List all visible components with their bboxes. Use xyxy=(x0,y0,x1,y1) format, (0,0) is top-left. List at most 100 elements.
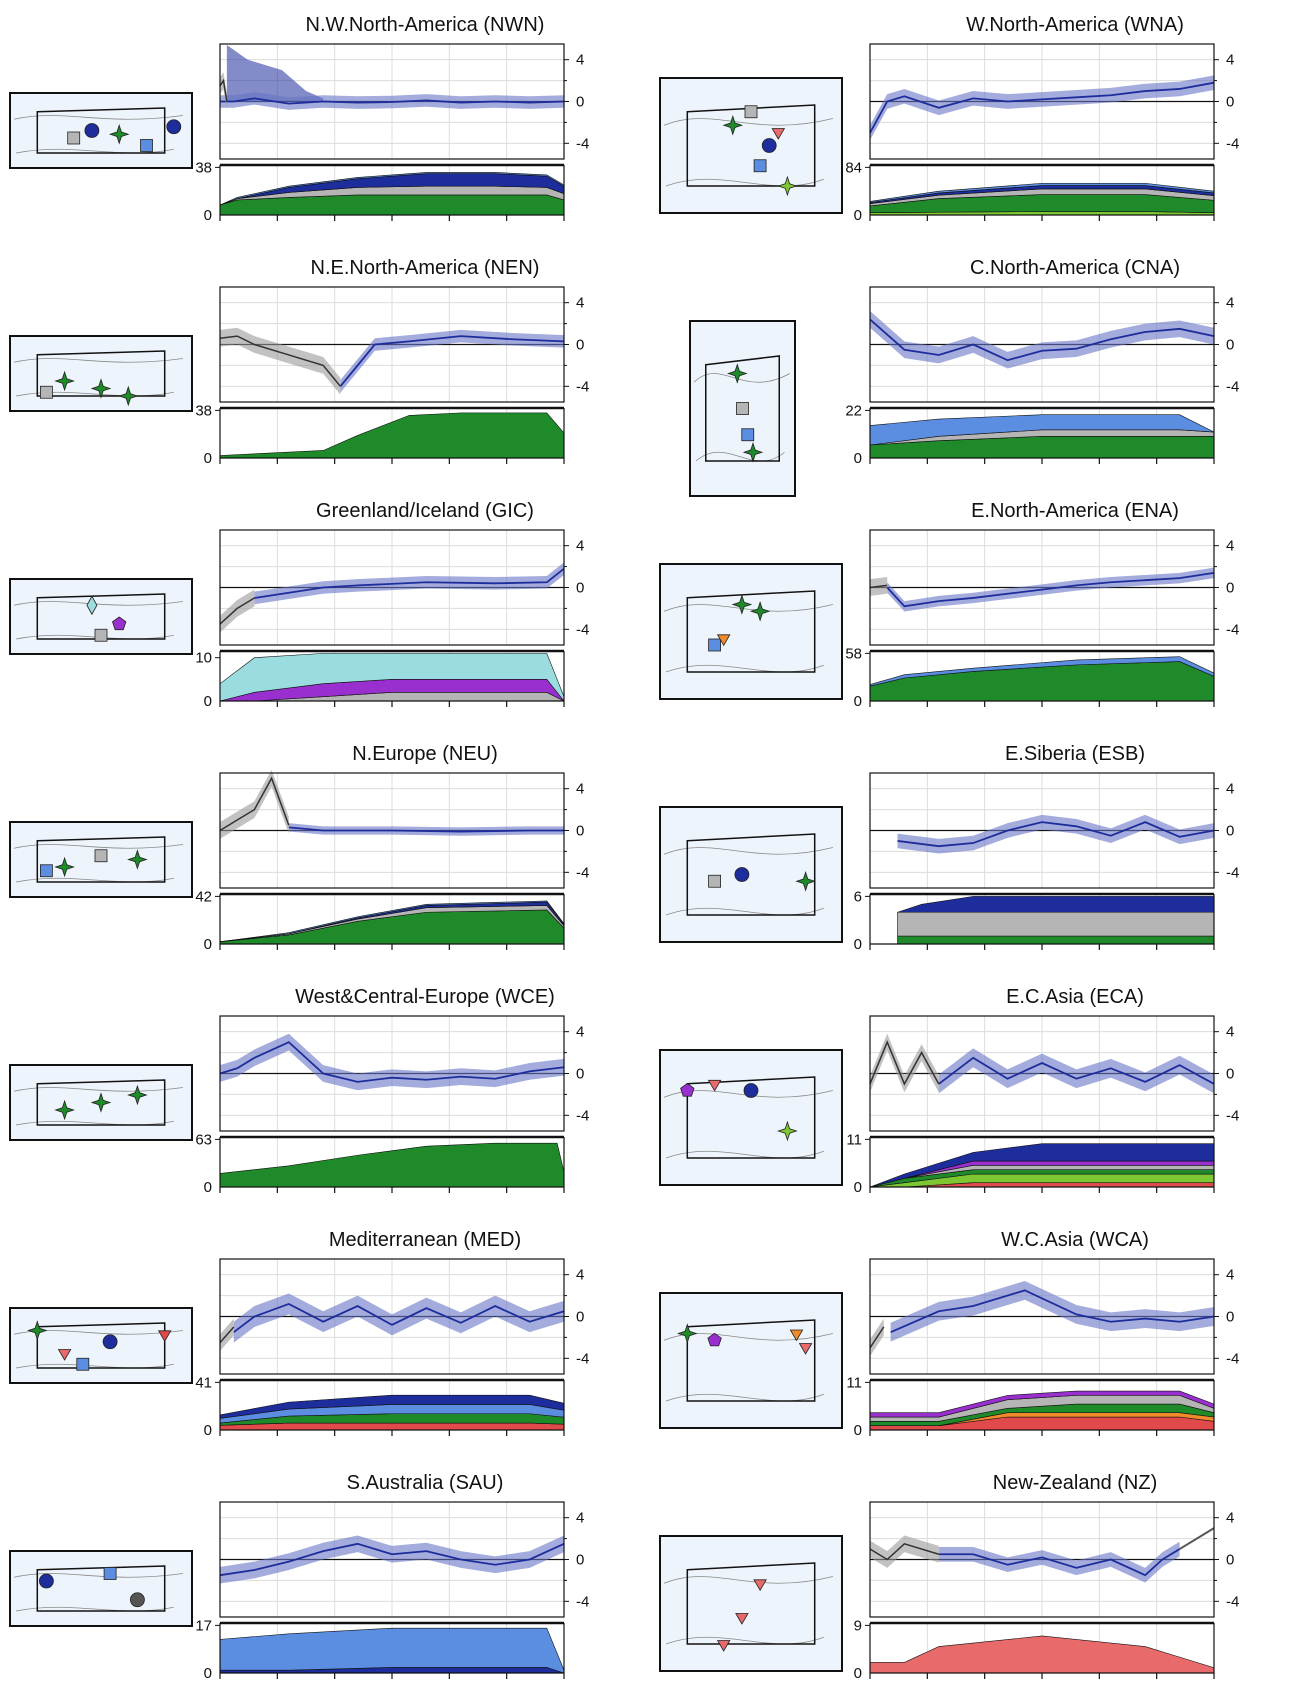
proxy-marker xyxy=(102,1334,118,1350)
count-series-area xyxy=(897,896,1215,913)
anomaly-line xyxy=(219,1542,565,1577)
count-series-area xyxy=(219,1627,565,1674)
coastline xyxy=(15,148,174,154)
proxy-marker xyxy=(716,1640,731,1652)
y-tick-label: -4 xyxy=(576,135,589,152)
region-panel: E.Siberia (ESB)40-460 xyxy=(659,743,1239,953)
record-count-plot: 41 0 xyxy=(195,1374,565,1439)
record-count-plot: 11 0 xyxy=(846,1374,1215,1439)
coastline xyxy=(13,358,183,363)
proxy-marker xyxy=(127,1084,148,1106)
coastline xyxy=(665,1636,824,1645)
coastline xyxy=(665,1150,824,1159)
count-zero-label: 0 xyxy=(204,693,212,710)
region-panel: N.E.North-America (NEN) 4 0 -4 38 0 xyxy=(9,257,589,467)
y-tick-label: 0 xyxy=(576,580,584,597)
count-zero-label: 0 xyxy=(854,1665,862,1682)
count-ymax-label: 11 xyxy=(846,1374,862,1391)
early-line xyxy=(869,1040,940,1086)
early-line xyxy=(219,776,290,832)
map-frame xyxy=(659,563,843,700)
y-tick-label: 0 xyxy=(576,1309,584,1326)
proxy-marker xyxy=(734,867,750,882)
count-ymax-label: 58 xyxy=(845,645,862,662)
count-zero-label: 0 xyxy=(204,936,212,953)
proxy-marker xyxy=(112,616,127,631)
region-outline xyxy=(36,836,166,883)
anomaly-plot: 4 0 -4 xyxy=(869,1015,1239,1132)
anomaly-plot: 4 0 -4 xyxy=(869,1258,1239,1375)
region-outline xyxy=(705,355,780,462)
proxy-marker xyxy=(753,1579,767,1592)
coastline xyxy=(663,847,833,855)
y-tick-label: -4 xyxy=(1226,1107,1239,1124)
proxy-marker xyxy=(27,1320,48,1341)
proxy-marker xyxy=(749,601,771,622)
panel-title: Greenland/Iceland (GIC) xyxy=(316,500,534,522)
anomaly-plot: 4 0 -4 xyxy=(219,1501,589,1618)
region-outline xyxy=(686,1076,816,1159)
anomaly-line xyxy=(220,97,565,105)
y-tick-label: 4 xyxy=(1226,781,1234,798)
panel-title: West&Central-Europe (WCE) xyxy=(295,986,555,1008)
coastline xyxy=(13,115,183,120)
region-outline xyxy=(36,1565,166,1612)
y-tick-label: 4 xyxy=(576,1267,584,1284)
anomaly-line xyxy=(938,1056,1215,1085)
y-tick-label: 0 xyxy=(576,1066,584,1083)
proxy-marker xyxy=(57,1349,72,1361)
y-tick-label: 0 xyxy=(1226,337,1234,354)
region-outline xyxy=(36,350,166,397)
proxy-marker xyxy=(108,124,130,145)
panel-title: N.W.North-America (NWN) xyxy=(306,14,545,36)
uncertainty-spike xyxy=(226,45,324,102)
early-line xyxy=(219,597,255,625)
coastline xyxy=(663,1333,833,1341)
count-ymax-label: 10 xyxy=(195,650,212,667)
y-tick-label: -4 xyxy=(576,621,589,638)
proxy-marker xyxy=(707,1079,722,1092)
region-map-inset xyxy=(9,578,193,655)
proxy-marker xyxy=(39,1573,54,1589)
proxy-marker xyxy=(118,385,139,407)
early-band xyxy=(220,327,341,395)
anomaly-band xyxy=(288,823,564,836)
anomaly-line xyxy=(869,81,1215,134)
y-tick-label: 0 xyxy=(1226,1552,1234,1569)
coastline xyxy=(665,178,824,187)
panel-title: N.Europe (NEU) xyxy=(352,743,498,765)
anomaly-band xyxy=(233,1293,564,1343)
panel-title: E.North-America (ENA) xyxy=(971,500,1179,522)
record-count-plot: 38 0 xyxy=(195,159,565,224)
anomaly-line xyxy=(288,826,564,833)
coastline xyxy=(693,373,790,383)
count-series-area xyxy=(897,911,1215,937)
region-panel: E.North-America (ENA) 4 0 -4 58 0 xyxy=(659,500,1239,710)
count-ymax-label: 17 xyxy=(195,1617,212,1634)
region-panel: W.C.Asia (WCA) 4 0 -4 11 0 xyxy=(659,1229,1239,1439)
count-ymax-label: 9 xyxy=(854,1617,862,1634)
y-tick-label: -4 xyxy=(576,864,589,881)
proxy-marker xyxy=(789,1329,804,1342)
y-tick-label: 4 xyxy=(576,538,584,555)
region-panel: S.Australia (SAU) 4 0 -4 17 0 xyxy=(9,1472,589,1682)
record-count-plot: 22 0 xyxy=(845,402,1215,467)
count-ymax-label: 84 xyxy=(845,159,862,176)
panel-title: N.E.North-America (NEN) xyxy=(311,257,540,279)
coastline xyxy=(665,907,824,916)
y-tick-label: 4 xyxy=(1226,1267,1234,1284)
proxy-marker xyxy=(40,385,53,399)
proxy-marker xyxy=(722,115,744,136)
proxy-marker xyxy=(795,871,816,892)
early-line xyxy=(869,584,888,589)
region-outline xyxy=(36,1322,166,1369)
panel-title: C.North-America (CNA) xyxy=(970,257,1180,279)
anomaly-plot: 4 0 -4 xyxy=(219,1015,589,1132)
y-tick-label: 4 xyxy=(1226,1510,1234,1527)
y-tick-label: 0 xyxy=(1226,580,1234,597)
record-count-plot: 58 0 xyxy=(845,645,1215,710)
region-panel: C.North-America (CNA) 4 0 -4 22 0 xyxy=(689,257,1239,497)
count-ymax-label: 63 xyxy=(195,1131,212,1148)
record-count-plot: 84 0 xyxy=(845,159,1215,224)
anomaly-band xyxy=(220,92,564,110)
